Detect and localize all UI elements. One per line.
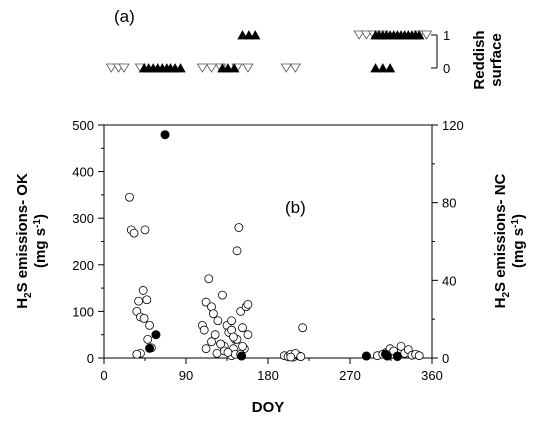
right-axis-label: H2S emissions- NC — [492, 173, 512, 308]
ok-data-point — [204, 274, 214, 284]
ok-data-point — [234, 223, 244, 232]
nc-data-point — [160, 130, 170, 140]
open-triangle-marker — [420, 30, 433, 40]
ok-data-point — [142, 295, 152, 305]
nc-data-point — [151, 330, 161, 340]
nc-data-point — [361, 351, 371, 361]
x-axis-ticks: 0 90 180 270 360 — [100, 358, 443, 383]
ok-data-point — [238, 323, 247, 333]
ok-data-point — [207, 337, 216, 347]
right-tick-label: 0 — [442, 351, 449, 366]
ok-data-point — [134, 296, 144, 306]
ok-data-point — [201, 344, 211, 354]
left-axis-label: H2S emissions- OK — [14, 173, 34, 309]
left-tick-label: 400 — [72, 165, 94, 180]
panel-a-ytick-0: 0 — [443, 61, 450, 76]
x-axis-label: DOY — [252, 399, 285, 416]
ok-data-point — [213, 316, 223, 326]
right-axis-ticks: 0 40 80 120 — [432, 118, 464, 366]
ok-data-point — [298, 323, 308, 333]
open-triangle-marker — [242, 63, 254, 73]
ok-data-point — [243, 300, 253, 309]
nc-data-point — [237, 351, 247, 361]
panel-a-ylabel-line1: Reddish — [471, 30, 488, 89]
ok-data-point — [218, 290, 227, 300]
panel-b: (b) 0 90 180 270 360 0 100 200 300 400 500 0 40 80 1… — [14, 118, 527, 416]
ok-data-point — [228, 332, 238, 342]
x-tick-label: 270 — [339, 368, 361, 383]
filled-triangle-marker — [222, 63, 234, 73]
panel-a-label: (a) — [114, 7, 135, 26]
filled-triangle-marker — [370, 63, 381, 73]
ok-data-point — [199, 325, 209, 335]
open-triangle-marker — [280, 63, 292, 73]
open-triangle-marker — [289, 63, 302, 73]
open-triangle-marker — [360, 30, 373, 40]
right-axis-units: (mg s-1) — [510, 214, 527, 268]
nc-data-point — [392, 351, 402, 361]
ok-data-point — [238, 341, 247, 351]
panel-a-marks — [105, 30, 433, 73]
ok-data-point — [227, 316, 236, 326]
filled-triangle-marker — [384, 63, 396, 73]
ok-data-point — [286, 352, 296, 362]
nc-data-point — [382, 351, 392, 361]
filled-triangle-marker — [377, 63, 388, 73]
left-tick-label: 0 — [87, 351, 94, 366]
open-triangle-marker — [118, 63, 130, 73]
ok-data-point — [129, 228, 139, 238]
ok-data-point — [139, 313, 149, 323]
x-tick-label: 90 — [179, 368, 193, 383]
filled-triangle-marker — [175, 63, 186, 73]
x-tick-label: 360 — [421, 368, 443, 383]
left-tick-label: 500 — [72, 118, 94, 133]
filled-triangle-marker — [243, 30, 255, 40]
ok-data-point — [296, 352, 306, 362]
right-tick-label: 40 — [442, 273, 456, 288]
ok-data-point — [414, 351, 424, 361]
left-tick-label: 300 — [72, 211, 94, 226]
panel-b-label: (b) — [285, 198, 306, 217]
panel-a-ytick-1: 1 — [443, 28, 450, 43]
ok-data-point — [140, 225, 150, 235]
ok-data-point — [132, 349, 142, 359]
right-tick-label: 120 — [442, 118, 464, 133]
ok-data-point — [396, 341, 406, 351]
left-tick-label: 100 — [72, 304, 94, 319]
ok-data-point — [223, 348, 233, 357]
ok-data-point — [138, 286, 148, 295]
left-axis-ticks: 0 100 200 300 400 500 — [72, 118, 104, 366]
open-triangle-marker — [353, 30, 365, 40]
filled-triangle-marker — [237, 30, 248, 40]
ok-data-point — [216, 339, 226, 349]
filled-triangle-marker — [250, 30, 261, 40]
ok-data-point — [145, 320, 154, 330]
ok-data-point — [243, 330, 253, 340]
panel-a-ylabel-line2: surface — [488, 33, 505, 86]
right-tick-label: 80 — [442, 196, 456, 211]
ok-data-point — [232, 246, 242, 256]
panel-b-marks — [125, 130, 424, 362]
ok-data-point — [125, 192, 134, 202]
ok-data-point — [212, 348, 222, 358]
ok-data-point — [208, 309, 218, 319]
filled-triangle-marker — [414, 30, 425, 40]
open-triangle-marker — [205, 63, 218, 73]
left-axis-units: (mg s-1) — [32, 214, 49, 268]
nc-data-point — [145, 343, 155, 353]
x-tick-label: 180 — [257, 368, 279, 383]
panel-a: (a) 1 0 Reddish surface — [105, 7, 505, 90]
ok-data-point — [143, 334, 153, 344]
filled-triangle-marker — [229, 63, 240, 73]
left-tick-label: 200 — [72, 258, 94, 273]
ok-data-point — [210, 330, 220, 340]
open-triangle-marker — [105, 63, 118, 73]
x-tick-label: 0 — [100, 368, 107, 383]
open-triangle-marker — [196, 63, 209, 73]
